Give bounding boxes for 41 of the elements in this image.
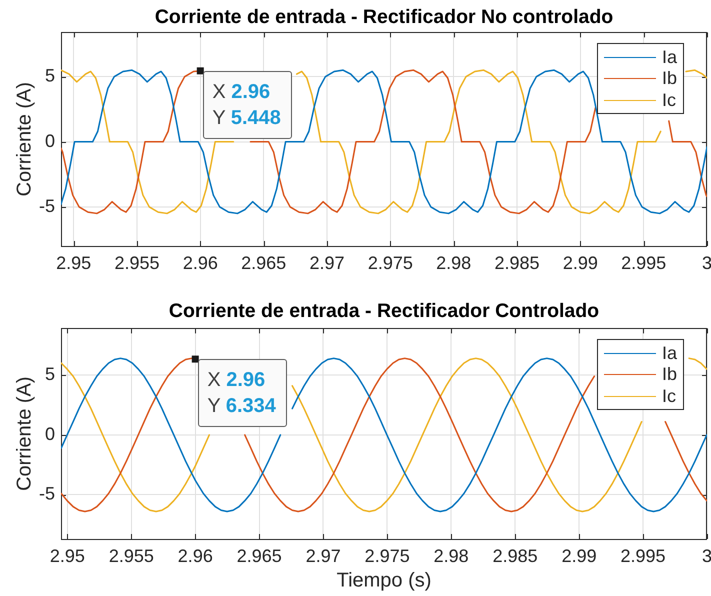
x-tick-label: 2.985 (494, 252, 540, 273)
y-tick-label: -5 (38, 196, 55, 216)
legend-label: Ic (662, 90, 676, 111)
x-tick-label: 3 (702, 252, 711, 273)
x-tick-label: 2.955 (108, 546, 154, 566)
x-axis-title: Tiempo (s) (336, 570, 432, 592)
x-tick-label: 2.96 (182, 252, 218, 273)
annotation: X 2.96 Y 6.334 (207, 369, 276, 418)
x-tick-label: 2.975 (368, 252, 413, 273)
x-tick-label: 2.98 (434, 546, 469, 566)
legend-label: Ic (662, 386, 676, 407)
legend-label: Ia (662, 46, 677, 68)
x-tick-label: 2.965 (236, 546, 282, 566)
y-tick-label: 0 (44, 130, 55, 151)
chart-title: Corriente de entrada - Rectificador Controlado (168, 300, 600, 322)
y-tick-label: 5 (44, 364, 55, 384)
x-tick-label: 2.965 (241, 252, 286, 273)
y-tick-label: 5 (44, 66, 55, 86)
annotation: X 2.96 Y 5.448 (212, 80, 281, 129)
x-tick-label: 2.98 (436, 252, 472, 273)
legend-label: Ia (662, 342, 677, 364)
x-tick-label: 2.97 (306, 546, 341, 566)
x-tick-label: 2.975 (364, 546, 410, 566)
x-tick-label: 2.99 (562, 252, 598, 273)
x-tick-label: 2.995 (621, 252, 666, 273)
x-tick-label: 2.95 (56, 252, 92, 273)
x-tick-label: 2.985 (492, 546, 538, 566)
x-tick-label: 2.95 (50, 546, 85, 566)
x-tick-label: 2.96 (178, 546, 213, 566)
y-axis-title: Corriente (A) (14, 82, 36, 196)
y-axis-title: Corriente (A) (14, 376, 36, 491)
chart-title: Corriente de entrada - Rectificador No controlado (154, 6, 614, 28)
x-tick-label: 2.97 (309, 252, 345, 273)
legend-label: Ib (662, 364, 677, 386)
x-tick-label: 2.955 (114, 252, 160, 273)
x-tick-label: 2.99 (562, 546, 597, 566)
y-tick-label: 0 (44, 424, 55, 444)
y-tick-label: -5 (38, 484, 55, 504)
x-tick-label: 3 (702, 546, 711, 566)
x-tick-label: 2.995 (620, 546, 666, 566)
legend-label: Ib (662, 68, 677, 90)
